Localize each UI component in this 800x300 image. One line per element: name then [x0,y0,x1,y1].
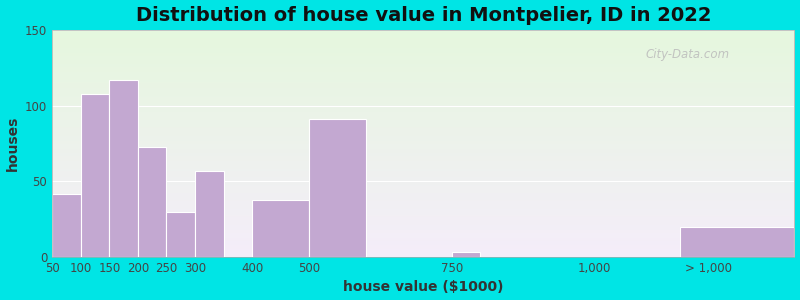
Bar [110,80,138,257]
Bar [166,212,195,257]
Bar [52,194,81,257]
Bar [195,171,223,257]
Bar [138,147,166,257]
Bar [680,227,794,257]
Title: Distribution of house value in Montpelier, ID in 2022: Distribution of house value in Montpelie… [135,6,711,25]
Bar [452,253,481,257]
X-axis label: house value ($1000): house value ($1000) [343,280,503,294]
Y-axis label: houses: houses [6,116,19,171]
Bar [252,200,309,257]
Bar [309,119,366,257]
Bar [81,94,110,257]
Text: City-Data.com: City-Data.com [646,48,730,62]
